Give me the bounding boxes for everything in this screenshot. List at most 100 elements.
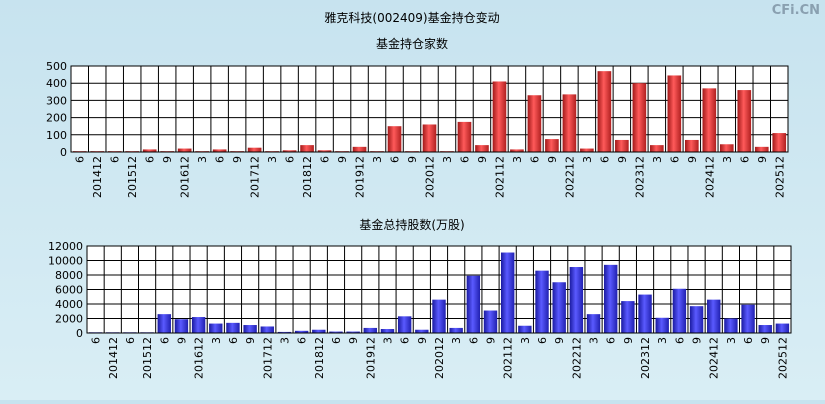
x-tick-label: 6	[742, 337, 755, 344]
x-tick-label: 9	[616, 156, 629, 163]
plot-frame	[86, 245, 792, 334]
x-tick-label: 9	[244, 337, 257, 344]
bar	[352, 146, 367, 152]
bar	[432, 299, 446, 333]
x-tick-label: 6	[319, 156, 332, 163]
bar	[300, 145, 314, 152]
x-tick-label: 3	[371, 156, 384, 163]
bar	[621, 301, 635, 333]
y-tick-label: 300	[46, 94, 67, 107]
bar	[741, 304, 755, 333]
bar	[535, 270, 549, 333]
bar	[449, 327, 463, 333]
x-tick-label: 3	[278, 337, 291, 344]
bar	[346, 331, 360, 333]
x-tick-label: 9	[406, 156, 419, 163]
y-tick-label: 2000	[55, 313, 83, 326]
x-tick-label: 6	[214, 156, 227, 163]
x-tick-label: 3	[210, 337, 223, 344]
x-tick-label: 6	[227, 337, 240, 344]
x-tick-label: 9	[546, 156, 559, 163]
x-tick-label: 201912	[364, 337, 377, 379]
x-tick-label: 3	[656, 337, 669, 344]
x-tick-label: 6	[158, 337, 171, 344]
y-tick-label: 6000	[55, 284, 83, 297]
x-tick-label: 6	[90, 337, 103, 344]
x-tick-label: 9	[175, 337, 188, 344]
x-tick-label: 3	[581, 156, 594, 163]
bar	[510, 149, 524, 152]
bar	[527, 95, 542, 152]
x-tick-label: 6	[124, 337, 137, 344]
bar	[758, 325, 772, 333]
bar	[518, 325, 532, 333]
x-tick-label: 6	[668, 156, 681, 163]
x-tick-label: 202312	[633, 156, 646, 198]
x-tick-label: 202512	[776, 337, 789, 379]
x-tick-label: 201812	[301, 156, 314, 198]
x-tick-label: 3	[450, 337, 463, 344]
x-tick-label: 3	[266, 156, 279, 163]
x-tick-label: 6	[605, 337, 618, 344]
x-tick-label: 202112	[493, 156, 506, 198]
bar	[277, 331, 292, 333]
x-tick-label: 9	[161, 156, 174, 163]
x-tick-label: 202012	[424, 156, 437, 198]
x-tick-label: 201512	[126, 156, 139, 198]
x-tick-label: 202312	[639, 337, 652, 379]
bar	[466, 275, 481, 333]
x-tick-label: 202412	[703, 156, 716, 198]
x-tick-label: 3	[588, 337, 601, 344]
bar	[363, 327, 378, 333]
y-tick-label: 0	[60, 146, 67, 159]
x-tick-label: 202012	[433, 337, 446, 379]
bar	[483, 310, 498, 333]
bar	[650, 145, 664, 152]
bar	[684, 139, 699, 152]
x-tick-label: 3	[381, 337, 394, 344]
bar	[492, 81, 507, 152]
x-tick-label: 6	[598, 156, 611, 163]
bar	[604, 264, 618, 333]
bar	[212, 149, 227, 152]
x-tick-label: 3	[725, 337, 738, 344]
x-tick-label: 201812	[313, 337, 326, 379]
bar	[719, 144, 734, 152]
x-tick-label: 3	[441, 156, 454, 163]
bar	[562, 94, 577, 152]
bar	[724, 318, 738, 333]
y-tick-label: 12000	[48, 240, 83, 253]
x-tick-label: 9	[336, 156, 349, 163]
x-tick-label: 9	[416, 337, 429, 344]
x-tick-label: 6	[528, 156, 541, 163]
x-tick-label: 3	[196, 156, 209, 163]
x-tick-label: 6	[296, 337, 309, 344]
bar	[552, 282, 566, 333]
bar	[772, 133, 787, 152]
bar	[632, 83, 647, 152]
x-tick-label: 202412	[708, 337, 721, 379]
x-tick-label: 9	[485, 337, 498, 344]
x-tick-label: 6	[536, 337, 549, 344]
x-tick-label: 9	[231, 156, 244, 163]
bar	[586, 314, 601, 333]
x-tick-label: 3	[519, 337, 532, 344]
x-tick-label: 9	[622, 337, 635, 344]
x-tick-label: 202212	[563, 156, 576, 198]
bar	[209, 323, 223, 333]
x-tick-label: 9	[476, 156, 489, 163]
bar	[294, 330, 309, 333]
x-tick-label: 202212	[570, 337, 583, 379]
bar	[754, 146, 769, 152]
x-tick-label: 202112	[502, 337, 515, 379]
x-tick-label: 9	[756, 156, 769, 163]
x-tick-label: 3	[651, 156, 664, 163]
bar	[615, 139, 629, 152]
x-tick-label: 6	[673, 337, 686, 344]
bar	[702, 88, 717, 152]
x-tick-label: 3	[511, 156, 524, 163]
bar	[689, 306, 704, 333]
